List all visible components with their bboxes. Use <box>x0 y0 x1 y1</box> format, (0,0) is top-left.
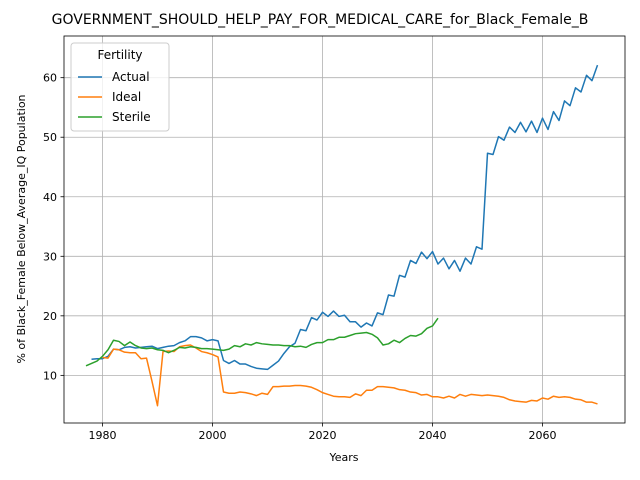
series-line-sterile <box>85 317 439 367</box>
series-line-actual <box>91 64 599 371</box>
chart-title: GOVERNMENT_SHOULD_HELP_PAY_FOR_MEDICAL_C… <box>52 12 589 28</box>
series-line-ideal <box>102 344 598 407</box>
x-axis-ticks: 1980 2000 2020 2040 2060 <box>89 423 557 442</box>
y-axis-label: % of Black_Female Below_Average_IQ Popul… <box>15 94 28 363</box>
x-axis-label: Years <box>328 451 358 464</box>
plot-frame <box>63 35 626 424</box>
x-tick-label: 2000 <box>199 429 227 442</box>
legend-label-actual: Actual <box>112 70 150 84</box>
series-lines <box>85 64 599 407</box>
legend-label-sterile: Sterile <box>112 110 151 124</box>
x-tick-label: 1980 <box>89 429 117 442</box>
y-tick-label: 50 <box>43 131 57 144</box>
y-tick-label: 10 <box>43 369 57 382</box>
x-tick-label: 2020 <box>309 429 337 442</box>
y-tick-label: 30 <box>43 250 57 263</box>
x-tick-label: 2040 <box>419 429 447 442</box>
y-axis-ticks: 10 20 30 40 50 60 <box>43 72 64 382</box>
legend-label-ideal: Ideal <box>112 90 141 104</box>
y-tick-label: 40 <box>43 191 57 204</box>
y-tick-label: 60 <box>43 72 57 85</box>
legend-title: Fertility <box>97 48 142 62</box>
x-tick-label: 2060 <box>529 429 557 442</box>
legend: Fertility Actual Ideal Sterile <box>70 42 170 132</box>
legend-box <box>70 42 170 132</box>
y-tick-label: 20 <box>43 310 57 323</box>
